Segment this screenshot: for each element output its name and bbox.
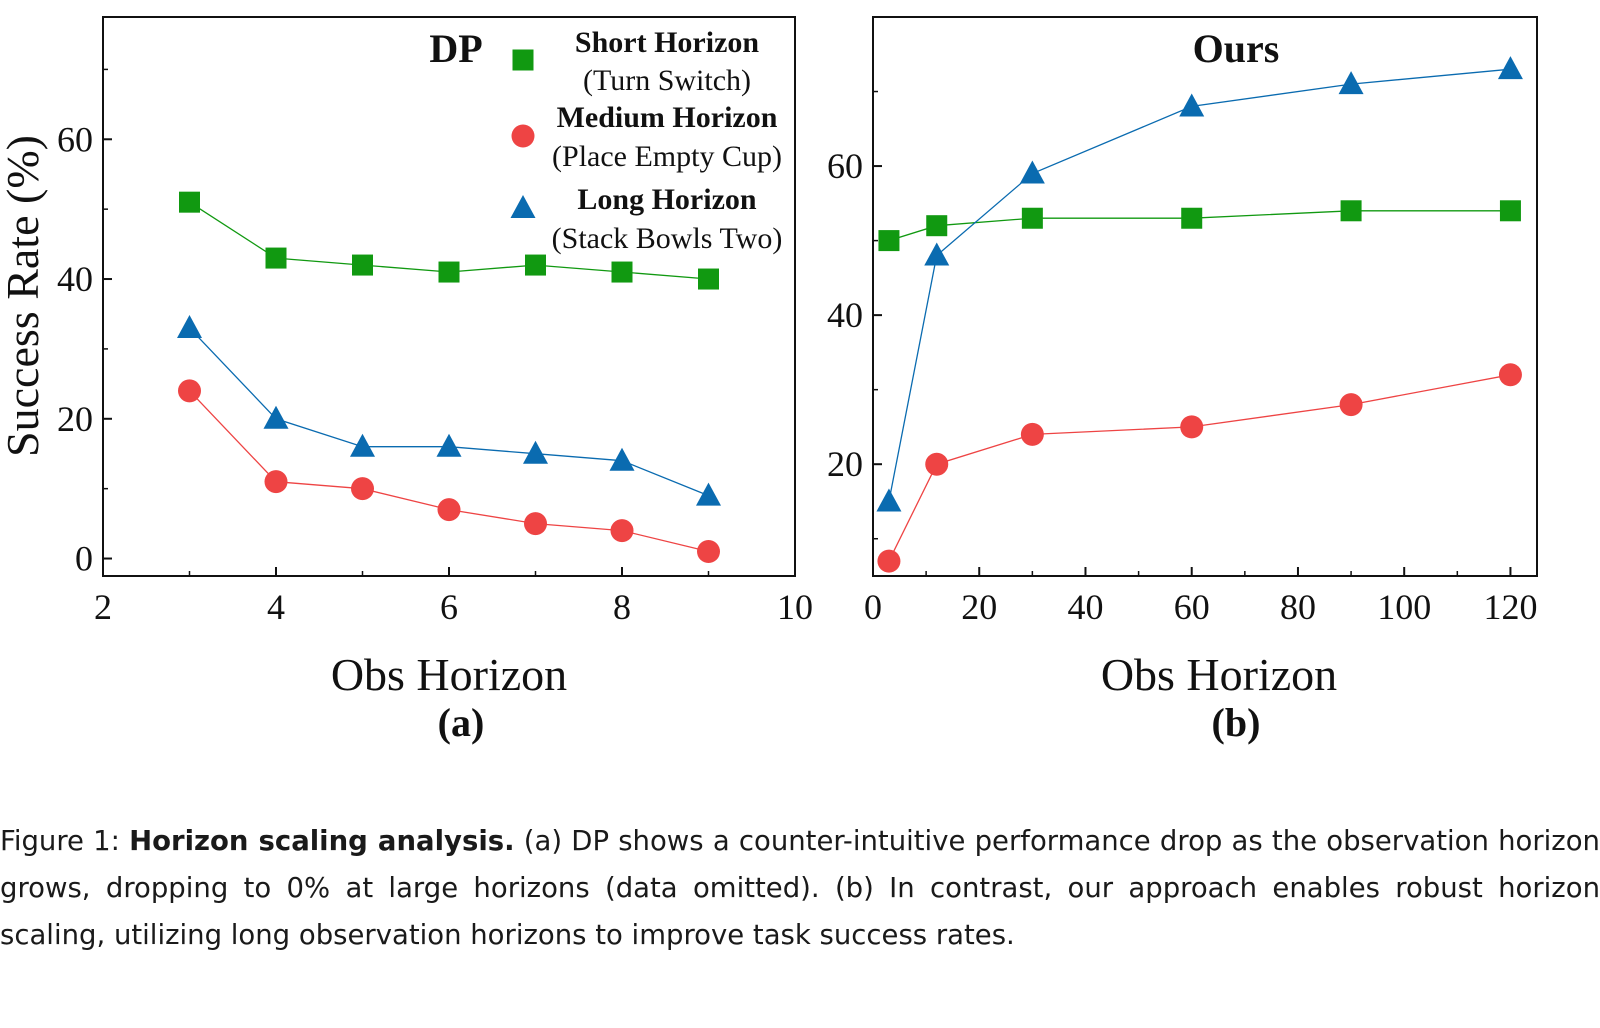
panel-a-point-short-horizon — [525, 254, 546, 276]
panel-a-point-medium-horizon — [610, 519, 634, 543]
panel-b-point-medium-horizon — [1180, 415, 1204, 439]
panel-a-y-tick-label: 40 — [57, 259, 93, 299]
panel-b-series-line-medium-horizon — [888, 374, 1511, 562]
legend-series-detail: (Place Empty Cup) — [552, 140, 782, 173]
panel-a-x-tick-label: 8 — [613, 587, 631, 627]
legend-marker-short-horizon — [512, 49, 534, 71]
panel-b-point-long-horizon — [1338, 71, 1364, 95]
panel-a-point-medium-horizon — [524, 512, 547, 536]
legend-series-detail: (Stack Bowls Two) — [552, 222, 783, 255]
panel-a-x-tick-label: 10 — [777, 587, 813, 627]
panel-a-point-long-horizon — [177, 314, 202, 338]
legend-series-detail: (Turn Switch) — [583, 64, 751, 97]
panel-a-x-tick-label: 4 — [267, 587, 285, 627]
panel-a-point-long-horizon — [696, 482, 721, 506]
legend-marker-medium-horizon — [511, 124, 535, 148]
panel-a-point-long-horizon — [609, 447, 635, 471]
panel-b-point-long-horizon — [1019, 160, 1045, 184]
panel-a-x-tick-label: 6 — [440, 587, 458, 627]
panel-b-x-tick-label: 120 — [1483, 587, 1537, 627]
legend: Short Horizon (Turn Switch) Medium Horizon… — [510, 26, 783, 255]
panel-a-point-long-horizon — [350, 433, 375, 457]
panel-b-ours-chart: 0 20 40 60 80 100 120 20 40 60 Ours Obs Horizon(b) — [827, 16, 1538, 745]
panel-b-x-tick-label: 80 — [1280, 587, 1316, 627]
panel-b-point-medium-horizon — [1498, 363, 1522, 387]
panel-b-point-short-horizon — [1181, 207, 1203, 229]
panel-b-y-tick-label: 60 — [827, 146, 863, 186]
panel-b-point-medium-horizon — [925, 452, 949, 476]
panel-b-sublabel: (b) — [1212, 700, 1261, 745]
panel-b-point-long-horizon — [876, 488, 902, 512]
panel-b-point-long-horizon — [1497, 56, 1523, 80]
panel-b-point-long-horizon — [1179, 93, 1205, 117]
panel-b-x-tick-label: 100 — [1377, 587, 1431, 627]
legend-series-name: Short Horizon — [575, 26, 759, 59]
panel-b-x-axis-title: Obs Horizon — [1101, 649, 1337, 700]
panel-a-point-long-horizon — [263, 405, 289, 429]
panel-a-point-medium-horizon — [437, 498, 461, 522]
panel-b-series-line-long-horizon — [888, 68, 1511, 502]
panel-a-point-long-horizon — [523, 440, 548, 464]
panel-b-point-short-horizon — [1021, 207, 1043, 229]
panel-a-dp-chart: 2 4 6 8 10 0 20 40 60 DP Obs Horizon(a) Success Rat… — [0, 16, 813, 745]
panel-a-title: DP — [429, 26, 482, 71]
legend-series-name: Long Horizon — [577, 183, 756, 216]
panel-a-point-medium-horizon — [697, 540, 720, 564]
legend-series-name: Medium Horizon — [557, 101, 778, 134]
panel-a-point-long-horizon — [436, 433, 462, 457]
panel-a-point-short-horizon — [438, 261, 460, 283]
panel-a-point-short-horizon — [179, 191, 200, 213]
panel-b-point-short-horizon — [1499, 200, 1521, 222]
panel-b-x-tick-label: 60 — [1174, 587, 1210, 627]
panel-b-point-short-horizon — [878, 230, 900, 252]
panel-b-y-tick-label: 20 — [827, 444, 863, 484]
panel-a-y-axis-title: Success Rate (%) — [0, 135, 48, 457]
panel-b-point-short-horizon — [1340, 200, 1362, 222]
figure-caption: Figure 1: Horizon scaling analysis. (a) … — [0, 818, 1600, 959]
panel-b-title: Ours — [1193, 26, 1280, 71]
panel-a-point-medium-horizon — [178, 379, 201, 403]
caption-bold-title: Horizon scaling analysis. — [129, 825, 515, 857]
panel-b-y-tick-label: 40 — [827, 295, 863, 335]
panel-b-x-tick-label: 40 — [1067, 587, 1103, 627]
panel-a-point-short-horizon — [265, 247, 287, 269]
panel-a-x-tick-label: 2 — [94, 587, 112, 627]
panel-b-plot-frame — [872, 16, 1538, 577]
panel-b-point-short-horizon — [926, 215, 948, 237]
caption-text: (a) DP shows a counter-intuitive perform… — [0, 825, 1600, 951]
panel-a-y-tick-label: 20 — [57, 399, 93, 439]
panel-b-x-tick-label: 0 — [864, 587, 882, 627]
panel-a-sublabel: (a) — [438, 700, 485, 745]
panel-a-x-axis-title: Obs Horizon — [331, 649, 567, 700]
caption-label: Figure 1: — [0, 825, 130, 857]
panel-b-point-long-horizon — [924, 242, 950, 266]
panel-a-point-short-horizon — [611, 261, 633, 283]
panel-b-point-medium-horizon — [1339, 393, 1363, 417]
panel-a-y-tick-label: 60 — [57, 119, 93, 159]
panel-b-point-medium-horizon — [1020, 422, 1044, 446]
panel-b-x-tick-label: 20 — [961, 587, 997, 627]
panel-b-point-medium-horizon — [877, 549, 901, 573]
panel-a-point-medium-horizon — [351, 477, 374, 501]
panel-a-point-short-horizon — [698, 268, 719, 290]
panel-a-point-short-horizon — [352, 254, 373, 276]
panel-a-y-tick-label: 0 — [75, 539, 93, 579]
legend-marker-long-horizon — [510, 195, 536, 218]
panel-a-point-medium-horizon — [264, 470, 288, 494]
